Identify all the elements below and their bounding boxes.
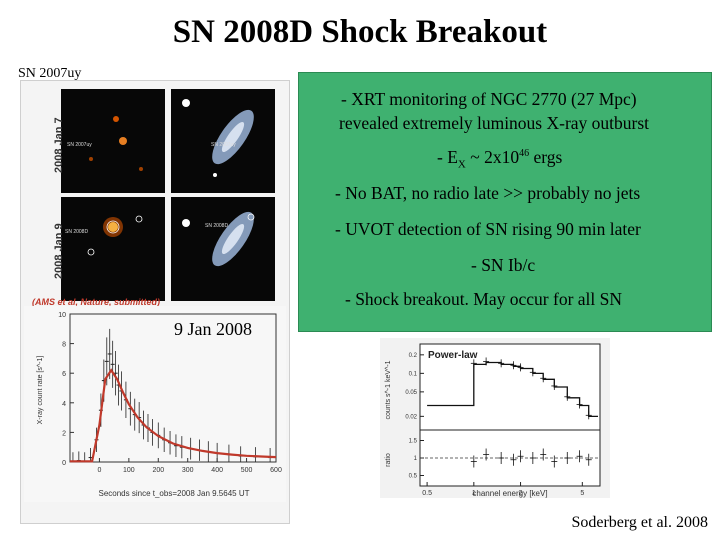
svg-text:SN 2007uy: SN 2007uy bbox=[211, 142, 236, 148]
lightcurve-frame bbox=[69, 313, 277, 463]
spectrum-chart: Power-law 0.5 1 2 5 0.02 0.05 0.1 0.2 0.5 1 1.5 ch… bbox=[380, 338, 610, 498]
x-tick-label: 2 bbox=[519, 490, 523, 497]
spectrum-title: Power-law bbox=[428, 350, 478, 361]
y-tick-label: 1.5 bbox=[409, 439, 418, 445]
spectrum-xlabel: channel energy [keV] bbox=[472, 489, 547, 498]
lightcurve-xlabel: Seconds since t_obs=2008 Jan 9.5645 UT bbox=[99, 489, 250, 498]
xray-image-jan9: SN 2008D bbox=[61, 197, 165, 301]
y-tick-label: 8 bbox=[62, 342, 66, 349]
spectrum-top-frame bbox=[419, 343, 601, 431]
bullet-uvot: - UVOT detection of SN rising 90 min lat… bbox=[335, 219, 641, 239]
svg-text:SN 2007uy: SN 2007uy bbox=[67, 142, 92, 148]
x-tick-label: 100 bbox=[123, 467, 135, 474]
y-tick-label: 0.1 bbox=[409, 371, 418, 377]
y-tick-label: 0.5 bbox=[409, 474, 418, 480]
x-tick-label: 5 bbox=[580, 490, 584, 497]
bullet-no-bat: - No BAT, no radio late >> probably no j… bbox=[335, 183, 641, 203]
model-curve bbox=[70, 368, 277, 463]
y-tick-label: 0.02 bbox=[405, 414, 417, 420]
bullet-xrt-line2: revealed extremely luminous X-ray outbur… bbox=[339, 113, 650, 133]
jan9-date-label: 9 Jan 2008 bbox=[174, 319, 252, 339]
y-tick-label: 4 bbox=[62, 401, 66, 408]
ams-credit: (AMS et al, Nature, submitted) bbox=[32, 297, 161, 307]
bullet-energy: - EX ~ 2x1046 ergs bbox=[437, 147, 563, 171]
slide-title: SN 2008D Shock Breakout bbox=[172, 14, 548, 50]
bullet-snibc: - SN Ib/c bbox=[471, 255, 536, 275]
y-tick-label: 0.05 bbox=[405, 390, 417, 396]
xray-image-jan7-svg: SN 2007uy bbox=[67, 116, 143, 171]
x-tick-label: 0.5 bbox=[422, 490, 432, 497]
y-tick-label: 0 bbox=[62, 460, 66, 467]
date-label-jan7: 2008 Jan 7 bbox=[53, 117, 65, 173]
lightcurve-background bbox=[24, 306, 286, 502]
date-label-jan9: 2008 Jan 9 bbox=[53, 223, 65, 279]
xray-lightcurve-chart: 0 100 200 300 400 500 600 0 2 4 6 8 10 Seconds since… bbox=[24, 306, 286, 502]
x-tick-label: 500 bbox=[241, 467, 253, 474]
y-tick-label: 0.2 bbox=[409, 353, 418, 359]
x-tick-label: 0 bbox=[97, 467, 101, 474]
y-tick-label: 10 bbox=[58, 312, 66, 319]
x-tick-label: 300 bbox=[182, 467, 194, 474]
bullet-shock-breakout: - Shock breakout. May occur for all SN bbox=[345, 289, 623, 309]
spectrum-ylabel-top: counts s^-1 keV^-1 bbox=[385, 360, 392, 419]
y-tick-label: 2 bbox=[62, 430, 66, 437]
x-tick-label: 1 bbox=[472, 490, 476, 497]
spectrum-ylabel-bottom: ratio bbox=[385, 453, 392, 467]
x-tick-label: 600 bbox=[270, 467, 282, 474]
svg-text:SN 2008D: SN 2008D bbox=[65, 229, 88, 235]
optical-image-jan9: SN 2008D bbox=[171, 197, 275, 301]
xray-image-jan7: SN 2007uy bbox=[61, 89, 165, 193]
lightcurve-ylabel: X-ray count rate [s^-1] bbox=[37, 356, 44, 425]
x-tick-label: 200 bbox=[152, 467, 164, 474]
citation: Soderberg et al. 2008 bbox=[571, 514, 708, 531]
bullet-xrt-line1: - XRT monitoring of NGC 2770 (27 Mpc) bbox=[341, 89, 637, 109]
svg-text:SN 2008D: SN 2008D bbox=[205, 223, 228, 229]
info-box: - XRT monitoring of NGC 2770 (27 Mpc) re… bbox=[298, 72, 712, 332]
optical-image-jan7: SN 2007uy bbox=[171, 89, 275, 193]
y-tick-label: 1 bbox=[414, 456, 418, 462]
x-tick-label: 400 bbox=[211, 467, 223, 474]
sn-2007uy-label: SN 2007uy bbox=[18, 66, 82, 81]
y-tick-label: 6 bbox=[62, 371, 66, 378]
